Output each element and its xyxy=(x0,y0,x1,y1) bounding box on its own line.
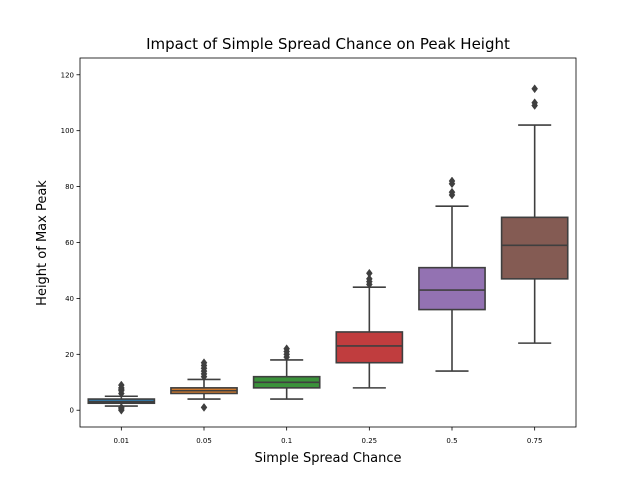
y-tick-label: 120 xyxy=(61,71,74,79)
outlier-marker xyxy=(448,187,456,197)
x-tick-label: 0.5 xyxy=(446,437,457,445)
y-tick-label: 0 xyxy=(70,407,74,415)
outlier-marker xyxy=(531,84,538,94)
x-tick-label: 0.25 xyxy=(362,437,378,445)
outlier-marker xyxy=(366,268,373,278)
plot-area: 0 20 40 60 80 100 120 0.01 0.05 0.1 0.25 0.5 0.75 xyxy=(61,71,569,445)
outlier-marker xyxy=(366,274,373,284)
y-tick-label: 100 xyxy=(61,127,74,135)
x-tick-label: 0.01 xyxy=(114,437,130,445)
x-tick-label: 0.75 xyxy=(527,437,543,445)
outlier-marker xyxy=(531,98,538,108)
y-tick-label: 40 xyxy=(65,295,74,303)
box-iqr xyxy=(500,216,569,280)
outlier-marker xyxy=(448,176,456,186)
outlier-marker xyxy=(200,358,208,368)
x-tick-label: 0.1 xyxy=(281,437,292,445)
box-iqr xyxy=(335,331,404,364)
outlier-marker xyxy=(118,380,125,390)
outlier-marker xyxy=(283,344,290,354)
x-tick-label: 0.05 xyxy=(196,437,212,445)
box-iqr xyxy=(418,266,486,311)
y-tick-label: 60 xyxy=(65,239,74,247)
outlier-marker xyxy=(118,403,125,412)
axes-frame xyxy=(79,57,577,428)
chart-title: Impact of Simple Spread Chance on Peak H… xyxy=(146,35,510,53)
outlier-marker xyxy=(200,403,208,412)
y-tick-label: 20 xyxy=(65,351,74,359)
y-tick-label: 80 xyxy=(65,183,74,191)
x-axis-label: Simple Spread Chance xyxy=(254,451,401,466)
y-axis-label: Height of Max Peak xyxy=(35,180,50,306)
